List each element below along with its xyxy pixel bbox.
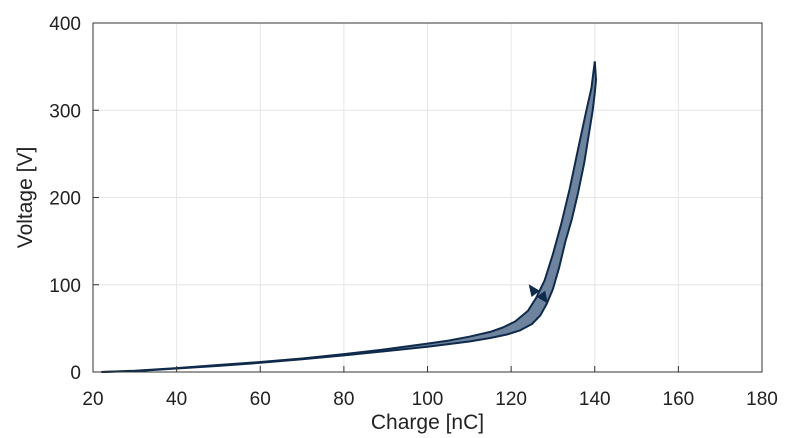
x-tick-label: 100	[412, 389, 444, 410]
direction-arrow-up-icon	[528, 284, 540, 297]
x-tick-label: 180	[746, 389, 778, 410]
x-tick-label: 20	[82, 389, 103, 410]
x-tick-label: 120	[495, 389, 527, 410]
x-tick-label: 140	[579, 389, 611, 410]
x-tick-label: 40	[166, 389, 187, 410]
x-axis-label: Charge [nC]	[371, 411, 484, 434]
axes	[92, 22, 763, 373]
direction-arrow-down-icon	[536, 290, 548, 304]
grid	[92, 22, 763, 373]
x-tick-label: 160	[663, 389, 695, 410]
x-tick-labels: 20 40 60 80 100 120 140 160 180	[82, 389, 777, 410]
y-tick-label: 100	[49, 276, 81, 297]
x-tick-label: 60	[250, 389, 271, 410]
series-line-discharging	[101, 61, 597, 373]
y-tick-labels: 0 100 200 300 400	[49, 14, 81, 384]
x-tick-label: 80	[333, 389, 354, 410]
y-tick-label: 0	[70, 363, 81, 384]
hysteresis-loop-area	[101, 61, 597, 373]
y-tick-label: 400	[49, 14, 81, 35]
y-tick-label: 200	[49, 189, 81, 210]
y-axis-label: Voltage [V]	[14, 147, 37, 249]
y-tick-label: 300	[49, 101, 81, 122]
